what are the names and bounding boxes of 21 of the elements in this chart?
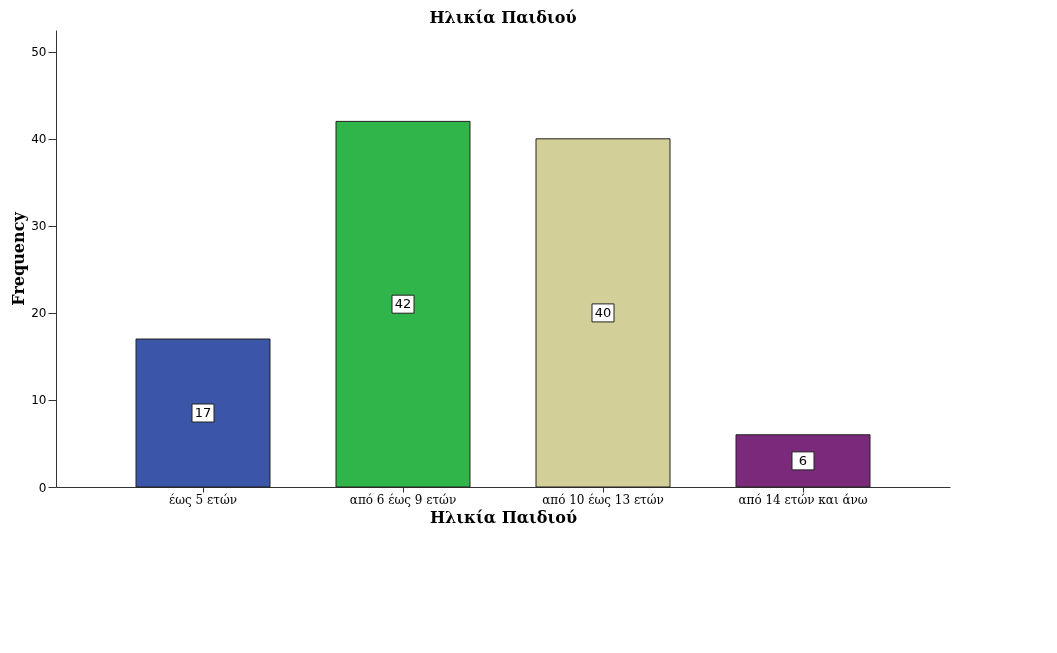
y-tick-label: 0 [38, 480, 47, 495]
y-tick-label: 40 [31, 132, 47, 147]
y-tick-label: 50 [31, 45, 47, 60]
x-tick-label: έως 5 ετών [169, 492, 237, 507]
y-tick-label: 30 [31, 219, 47, 234]
bar [535, 138, 671, 488]
x-tick-label: από 10 έως 13 ετών [542, 492, 664, 507]
chart-title: Ηλικία Παιδιού [429, 8, 577, 27]
data-label: 6 [798, 452, 808, 468]
bar [335, 120, 471, 488]
data-label: 42 [394, 296, 412, 312]
x-axis-title: Ηλικία Παιδιού [429, 507, 578, 527]
y-tick-label: 10 [31, 393, 47, 408]
data-label: 17 [194, 405, 212, 421]
y-tick-label: 20 [31, 306, 47, 321]
bar [135, 338, 271, 488]
x-tick-label: από 6 έως 9 ετών [349, 492, 457, 507]
x-tick-label: από 14 ετών και άνω [738, 492, 868, 507]
bar [735, 434, 871, 488]
y-axis-title: Frequency [9, 211, 29, 306]
data-label: 40 [594, 304, 612, 320]
